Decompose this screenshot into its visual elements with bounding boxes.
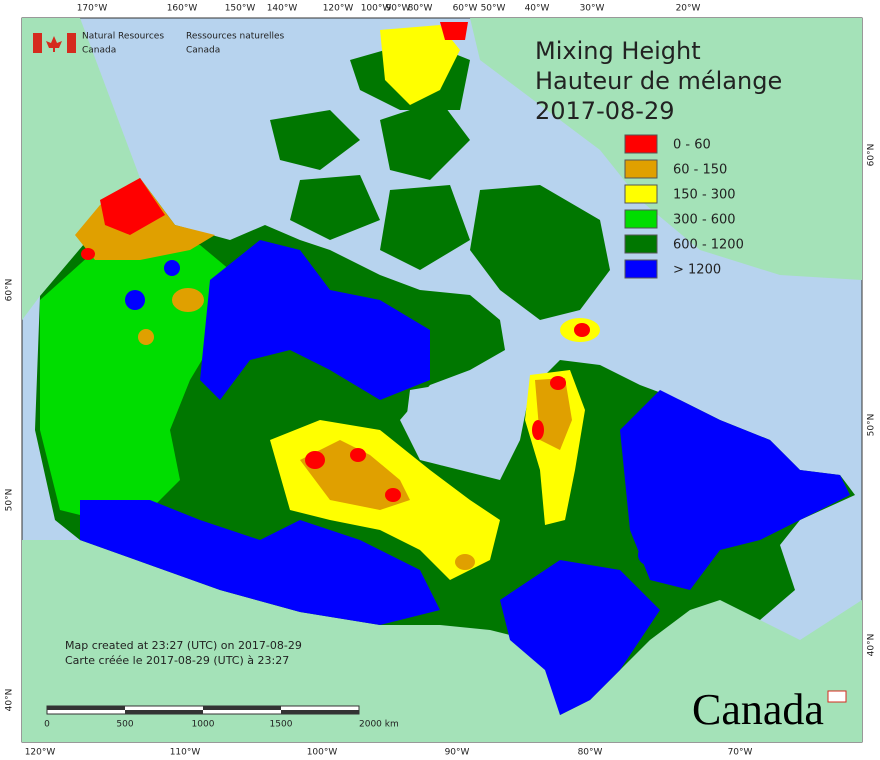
zone-northwest: [200, 240, 430, 400]
scale-label: 500: [116, 720, 133, 730]
zone-hudson-core: [535, 378, 572, 450]
longitude-label: 20°W: [676, 4, 701, 14]
zone-ontario: [500, 560, 660, 715]
spot: [574, 323, 590, 337]
legend-swatch: [624, 184, 658, 204]
agency-en: Natural Resources: [82, 32, 164, 42]
wordmark: Canada: [692, 685, 824, 734]
legend-label: 300 - 600: [673, 213, 736, 228]
longitude-label: 60°W: [453, 4, 478, 14]
legend-swatch: [624, 209, 658, 229]
spot: [125, 290, 145, 310]
latitude-label: 50°N: [867, 414, 877, 437]
agency-en: Canada: [82, 46, 116, 56]
spot: [455, 554, 475, 570]
longitude-label: 100°W: [307, 748, 338, 758]
scale-bar-seg: [203, 706, 281, 710]
spot: [550, 376, 566, 390]
zone-ellesmere-core: [440, 22, 468, 40]
title: 2017-08-29: [535, 97, 674, 125]
spot: [638, 545, 658, 565]
zone-prairie-core: [300, 440, 410, 510]
scale-label: 1500: [270, 720, 293, 730]
legend-label: 0 - 60: [673, 138, 711, 153]
logo: [33, 33, 76, 53]
longitude-label: 100°W: [361, 4, 392, 14]
spot: [138, 329, 154, 345]
longitude-label: 160°W: [167, 4, 198, 14]
scale-label: 2000 km: [359, 720, 399, 730]
hudson-bay: [405, 380, 500, 470]
scale-bar-seg: [125, 710, 203, 714]
longitude-label: 80°W: [578, 748, 603, 758]
title: Hauteur de mélange: [535, 67, 782, 95]
longitude-label: 70°W: [728, 748, 753, 758]
legend-swatch: [624, 134, 658, 154]
longitude-label: 40°W: [525, 4, 550, 14]
title: Mixing Height: [535, 37, 701, 65]
footer: Carte créée le 2017-08-29 (UTC) à 23:27: [65, 654, 289, 667]
legend-label: 600 - 1200: [673, 238, 744, 253]
legend-label: 150 - 300: [673, 188, 736, 203]
longitude-label: 110°W: [170, 748, 201, 758]
latitude-label: 40°N: [867, 634, 877, 657]
flag-band: [67, 33, 76, 53]
longitude-label: 90°W: [386, 4, 411, 14]
latitude-label: 60°N: [867, 144, 877, 167]
united-states: [22, 540, 862, 742]
spot: [532, 420, 544, 440]
scale-label: 0: [44, 720, 50, 730]
longitude-label: 140°W: [267, 4, 298, 14]
longitude-label: 120°W: [25, 748, 56, 758]
scale-bar-seg: [47, 706, 125, 710]
spot: [164, 260, 180, 276]
zone-yukon-core: [100, 178, 165, 235]
flag-leaf: [46, 36, 62, 52]
scale-bar-seg: [281, 710, 359, 714]
latitude-label: 40°N: [5, 689, 15, 712]
latitude-label: 50°N: [5, 489, 15, 512]
scale-bar: [46, 705, 360, 715]
legend-label: > 1200: [673, 263, 721, 278]
spot: [81, 248, 95, 260]
greenland: [470, 18, 862, 280]
alaska: [22, 18, 140, 320]
longitude-label: 120°W: [323, 4, 354, 14]
legend-label: 60 - 150: [673, 163, 727, 178]
zone-ellesmere: [380, 25, 460, 105]
arctic-islands: [270, 40, 610, 320]
zone-quebec: [620, 390, 850, 590]
longitude-label: 90°W: [445, 748, 470, 758]
scale-label: 1000: [192, 720, 215, 730]
latitude-label: 60°N: [5, 279, 15, 302]
spot: [350, 448, 366, 462]
spot: [172, 288, 204, 312]
map-area: [21, 17, 863, 743]
longitude-label: 80°W: [408, 4, 433, 14]
legend-swatch: [624, 159, 658, 179]
longitude-label: 50°W: [481, 4, 506, 14]
wordmark-flag: [827, 690, 847, 703]
longitude-label: 150°W: [225, 4, 256, 14]
spot: [385, 488, 401, 502]
longitude-label: 170°W: [77, 4, 108, 14]
agency-fr: Ressources naturelles: [186, 32, 285, 42]
zone-prairie-south: [80, 500, 440, 625]
legend-swatch: [624, 259, 658, 279]
legend-swatch: [624, 234, 658, 254]
flag-band: [33, 33, 42, 53]
footer: Map created at 23:27 (UTC) on 2017-08-29: [65, 639, 302, 652]
longitude-label: 30°W: [580, 4, 605, 14]
agency-fr: Canada: [186, 46, 220, 56]
spot: [305, 451, 325, 469]
